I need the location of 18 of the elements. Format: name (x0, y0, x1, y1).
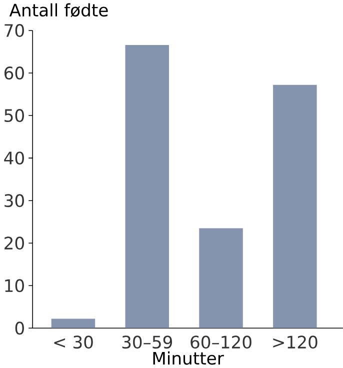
y-tick-label: 70 (4, 24, 24, 37)
bar (272, 84, 317, 328)
y-tick-label: 40 (4, 152, 24, 165)
bar (198, 228, 243, 328)
y-tick-label: 30 (4, 194, 24, 208)
x-tick-label: >120 (273, 336, 318, 349)
y-tick-label: 10 (5, 279, 24, 292)
x-tick-label: 60–120 (190, 336, 252, 349)
y-tick-label: 60 (4, 66, 24, 80)
bar (51, 318, 95, 328)
y-tick-label: 50 (4, 109, 24, 122)
y-axis-title: Antall fødte (9, 3, 108, 18)
x-tick-label: < 30 (54, 336, 93, 349)
y-tick-label: 20 (4, 236, 24, 250)
x-tick-label: 30–59 (122, 336, 172, 349)
bar (125, 44, 169, 328)
x-axis-title: Minutter (153, 351, 224, 365)
y-tick-label: 0 (15, 322, 24, 335)
